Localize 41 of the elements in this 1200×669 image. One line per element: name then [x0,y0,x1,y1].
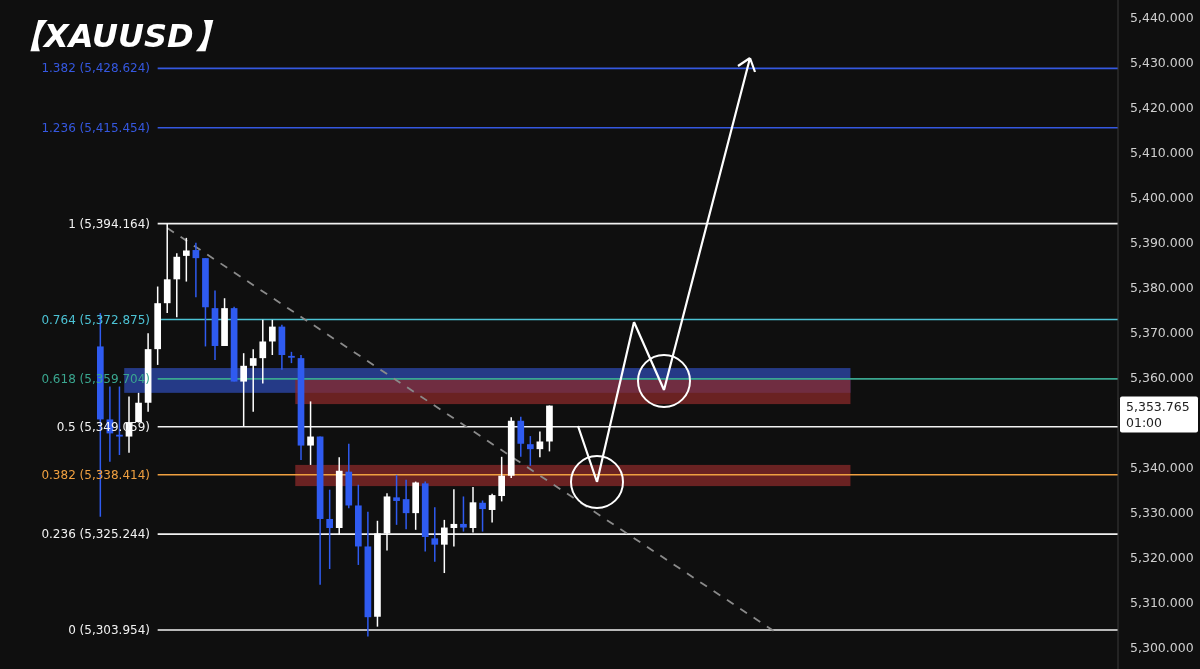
candlestick [240,352,248,428]
y-tick-label: 5,390.000 [1130,234,1194,250]
y-tick-label: 5,320.000 [1130,550,1194,566]
candlestick [526,435,534,467]
y-tick-label: 5,330.000 [1130,505,1194,521]
candlestick [479,499,486,533]
ref-line-label: 1 (5,394.164) [68,216,151,231]
candlestick [326,488,334,570]
candlestick [517,415,525,458]
y-tick-label: 5,370.000 [1130,324,1194,340]
y-tick-label: 5,410.000 [1130,144,1194,160]
candlestick [431,506,439,563]
ref-line-label: 1.382 (5,428.624) [41,61,151,76]
ref-line-label: 1.236 (5,415.454) [41,120,151,135]
y-tick-label: 5,440.000 [1130,9,1194,25]
y-tick-label: 5,360.000 [1130,370,1194,386]
candlestick [393,474,400,526]
candlestick [173,252,181,318]
candlestick [536,430,544,459]
candlestick [498,456,506,503]
candlestick [307,400,314,466]
ref-line-label: 0 (5,303.954) [68,623,151,638]
y-tick-label: 5,430.000 [1130,54,1194,70]
y-tick-label: 5,400.000 [1130,189,1194,205]
candlestick [488,493,496,524]
candlestick [163,222,171,314]
candlestick [460,495,467,533]
candlestick [440,519,448,574]
text: 5,353.765 01:00 [1126,398,1190,430]
text: 【XAUUSD】 [12,17,226,55]
candlestick [249,348,257,413]
candlestick [259,319,267,385]
y-tick-label: 5,300.000 [1130,640,1194,656]
y-tick-label: 5,420.000 [1130,99,1194,115]
candlestick [182,237,190,283]
y-tick-label: 5,310.000 [1130,595,1194,611]
candlestick [268,319,276,356]
ref-line-label: 0.236 (5,325.244) [41,527,151,542]
y-tick-label: 5,340.000 [1130,460,1194,476]
y-tick-label: 5,380.000 [1130,279,1194,295]
candlestick [402,479,410,531]
